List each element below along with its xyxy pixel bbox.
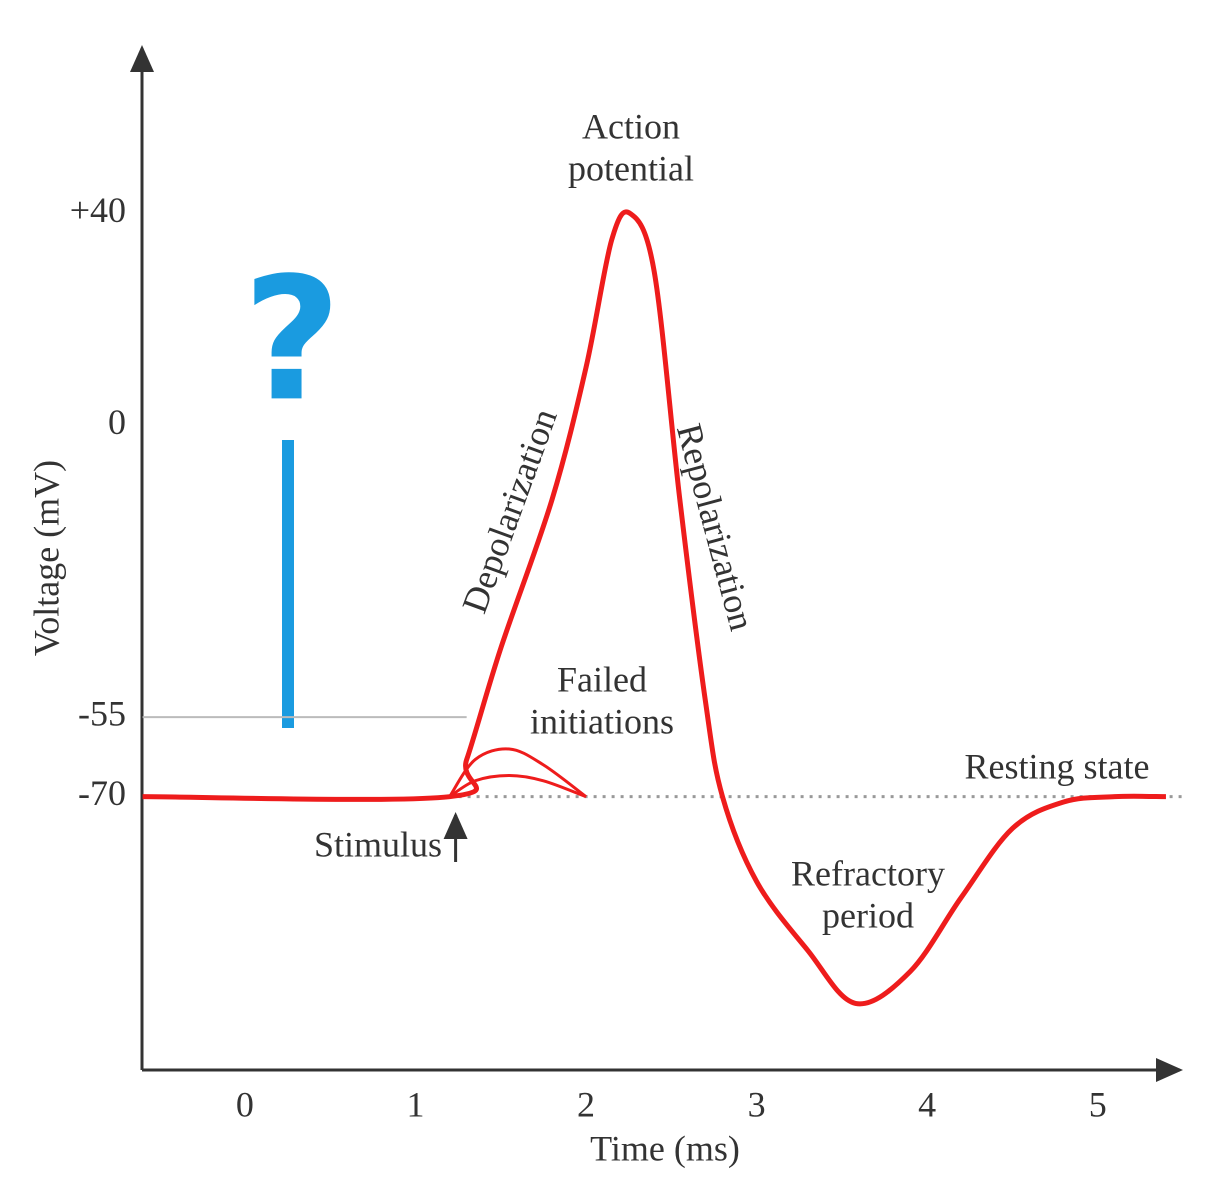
x-tick-label: 0 bbox=[236, 1084, 254, 1124]
x-tick-label: 1 bbox=[406, 1084, 424, 1124]
data-line bbox=[448, 747, 587, 798]
y-tick-label: 0 bbox=[108, 402, 126, 442]
annotation: Refractory bbox=[791, 853, 945, 893]
y-tick-label: -55 bbox=[78, 693, 126, 733]
annotation: initiations bbox=[530, 701, 674, 741]
annotation: Failed bbox=[557, 659, 647, 699]
annotation: potential bbox=[568, 148, 694, 188]
annotation: period bbox=[822, 895, 914, 935]
annotation: Resting state bbox=[965, 746, 1150, 786]
x-axis-label: Time (ms) bbox=[590, 1128, 740, 1168]
x-tick-label: 5 bbox=[1089, 1084, 1107, 1124]
y-tick-label: -70 bbox=[78, 773, 126, 813]
x-tick-label: 2 bbox=[577, 1084, 595, 1124]
annotation: Stimulus bbox=[314, 824, 442, 864]
y-axis-label: Voltage (mV) bbox=[26, 460, 66, 656]
data-line bbox=[142, 209, 1166, 1007]
data-line bbox=[448, 773, 587, 799]
y-tick-label: +40 bbox=[70, 190, 126, 230]
annotation: Action bbox=[582, 106, 680, 146]
question-mark: ? bbox=[243, 241, 342, 439]
x-tick-label: 3 bbox=[748, 1084, 766, 1124]
x-tick-label: 4 bbox=[918, 1084, 936, 1124]
